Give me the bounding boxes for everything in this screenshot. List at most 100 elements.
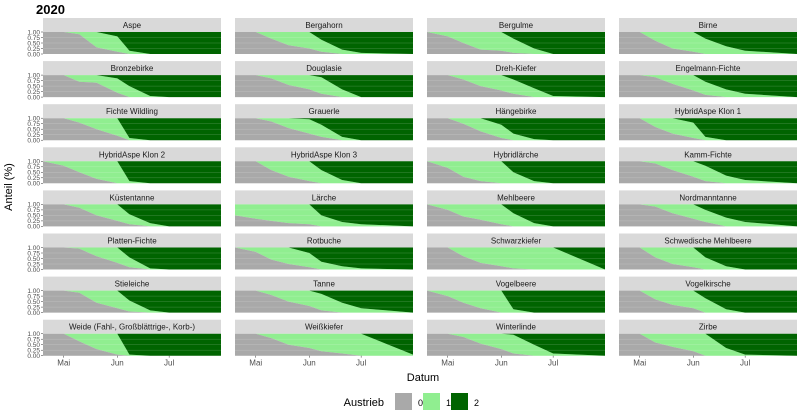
area-austrieb-2: [427, 118, 605, 141]
area-austrieb-0: [235, 290, 413, 313]
facet-strip: [43, 319, 221, 334]
facet-strip: [619, 319, 797, 334]
facet-strip-label: Kamm-Fichte: [684, 150, 732, 159]
area-austrieb-1: [235, 32, 413, 54]
area-austrieb-2: [619, 333, 797, 356]
facet-panel: Dreh-Kiefer: [427, 61, 605, 98]
y-tick-label: 0.50: [27, 170, 40, 177]
y-tick-label: 0.25: [27, 46, 40, 53]
y-tick-label: 0.00: [27, 181, 40, 188]
y-tick-label: 0.25: [27, 304, 40, 311]
facet-strip-label: Grauerle: [308, 107, 340, 116]
facet-strip: [43, 61, 221, 76]
y-tick-label: 0.00: [27, 138, 40, 145]
x-axis-title: Datum: [407, 372, 439, 384]
y-tick-label: 0.50: [27, 256, 40, 263]
area-austrieb-0: [43, 75, 221, 98]
area-austrieb-1: [43, 161, 221, 184]
area-austrieb-2: [427, 161, 605, 184]
area-austrieb-0: [427, 118, 605, 141]
facet-panel: Nordmanntanne: [619, 190, 797, 227]
area-austrieb-0: [43, 118, 221, 141]
facet-panel: Engelmann-Fichte: [619, 61, 797, 98]
area-austrieb-1: [43, 32, 221, 54]
facet-panel: Hybridlärche: [427, 147, 605, 184]
legend-swatch-0: [395, 393, 412, 410]
area-austrieb-0: [43, 290, 221, 313]
y-tick-label: 1.00: [27, 331, 40, 338]
facet-panel: HybridAspe Klon 3: [235, 147, 413, 184]
facet-panel: Kamm-Fichte: [619, 147, 797, 184]
area-austrieb-2: [619, 290, 797, 313]
area-austrieb-1: [427, 247, 605, 270]
facet-panel: Bronzebirke 0.000.250.500.751.00: [27, 61, 221, 101]
facet-strip: [235, 18, 413, 32]
facet-strip: [43, 276, 221, 291]
area-austrieb-0: [619, 32, 797, 54]
area-austrieb-2: [235, 247, 413, 270]
facet-strip-label: Lärche: [312, 193, 337, 202]
area-austrieb-0: [427, 290, 605, 313]
facet-strip: [619, 18, 797, 32]
facet-strip-label: Stieleiche: [115, 280, 150, 289]
area-austrieb-0: [43, 247, 221, 270]
facet-strip: [235, 147, 413, 162]
y-tick-label: 0.00: [27, 51, 40, 58]
area-austrieb-2: [43, 247, 221, 270]
area-austrieb-2: [619, 32, 797, 54]
area-austrieb-1: [619, 247, 797, 270]
facet-panel: Birne: [619, 18, 797, 54]
y-tick-label: 0.00: [27, 267, 40, 274]
facet-strip-label: Bergahorn: [305, 21, 342, 30]
area-austrieb-1: [235, 290, 413, 313]
legend-label-2: 2: [474, 398, 479, 408]
facet-strip: [427, 276, 605, 291]
facet-strip-label: Fichte Wildling: [106, 107, 158, 116]
facet-strip: [619, 190, 797, 205]
facet-panel: Schwedische Mehlbeere: [619, 233, 797, 270]
facet-strip: [619, 147, 797, 162]
area-austrieb-1: [235, 247, 413, 270]
facet-panel: Grauerle: [235, 104, 413, 141]
facet-strip: [235, 276, 413, 291]
y-tick-label: 0.50: [27, 40, 40, 47]
area-austrieb-0: [235, 75, 413, 98]
area-austrieb-1: [427, 290, 605, 313]
area-austrieb-2: [427, 290, 605, 313]
facet-strip: [619, 61, 797, 76]
facet-panel: Hängebirke: [427, 104, 605, 141]
facet-strip: [427, 233, 605, 248]
x-tick-label: Jun: [495, 359, 508, 368]
facet-strip: [427, 147, 605, 162]
facet-strip-label: Hybridlärche: [494, 150, 539, 159]
area-austrieb-1: [619, 75, 797, 98]
area-austrieb-0: [235, 161, 413, 184]
y-tick-label: 1.00: [27, 72, 40, 79]
y-tick-label: 1.00: [27, 159, 40, 166]
area-austrieb-1: [235, 204, 413, 227]
legend-title: Austrieb: [344, 397, 384, 409]
area-austrieb-2: [43, 290, 221, 313]
area-austrieb-1: [427, 333, 605, 356]
area-austrieb-2: [235, 75, 413, 98]
area-austrieb-0: [619, 161, 797, 184]
area-austrieb-0: [43, 32, 221, 54]
x-tick-label: Jul: [740, 359, 750, 368]
area-austrieb-0: [619, 247, 797, 270]
area-austrieb-0: [235, 118, 413, 141]
facet-strip-label: Zirbe: [699, 323, 718, 332]
facet-strip-label: HybridAspe Klon 2: [99, 150, 166, 159]
x-tick-label: Jul: [356, 359, 366, 368]
area-austrieb-2: [43, 204, 221, 227]
facet-panel: Mehlbeere: [427, 190, 605, 227]
area-austrieb-1: [427, 75, 605, 98]
legend-label-1: 1: [446, 398, 451, 408]
y-tick-label: 0.50: [27, 83, 40, 90]
facet-strip-label: Platten-Fichte: [107, 237, 157, 246]
area-austrieb-1: [235, 333, 413, 356]
legend-label-0: 0: [418, 398, 423, 408]
y-tick-label: 0.75: [27, 207, 40, 214]
x-tick-label: Jun: [303, 359, 316, 368]
y-tick-label: 0.50: [27, 213, 40, 220]
area-austrieb-2: [43, 161, 221, 184]
